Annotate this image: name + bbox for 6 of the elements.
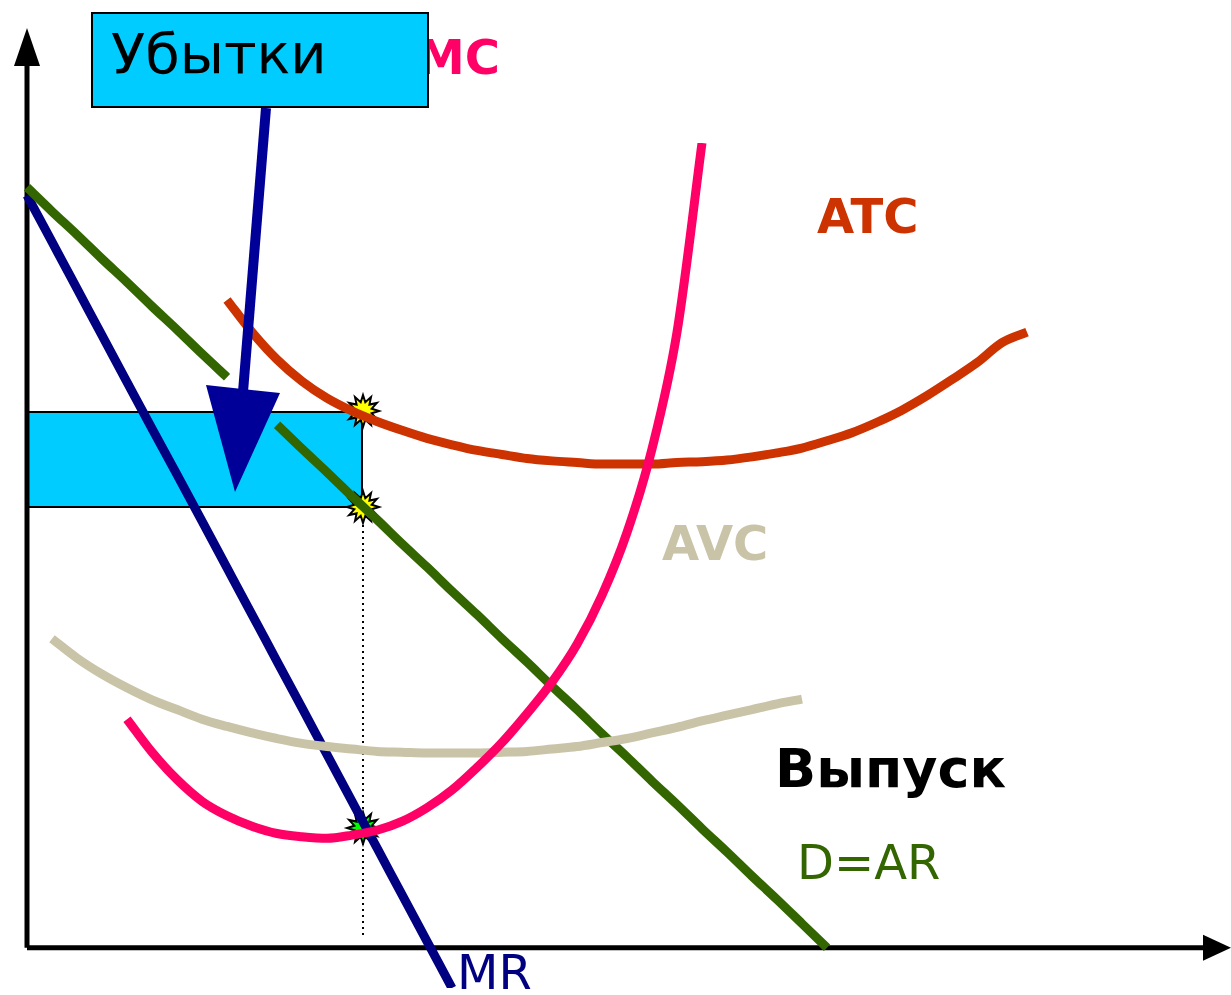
- series-label: MR: [457, 944, 532, 995]
- text: Убытки: [111, 21, 327, 86]
- series-label: D=AR: [797, 833, 941, 890]
- x-axis-title: Выпуск: [775, 737, 1007, 800]
- text: ATC: [817, 188, 919, 245]
- text: AVC: [662, 515, 769, 572]
